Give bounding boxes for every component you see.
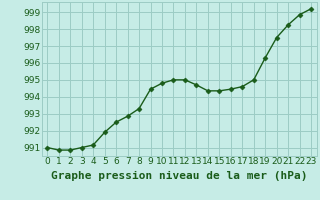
X-axis label: Graphe pression niveau de la mer (hPa): Graphe pression niveau de la mer (hPa) xyxy=(51,171,308,181)
